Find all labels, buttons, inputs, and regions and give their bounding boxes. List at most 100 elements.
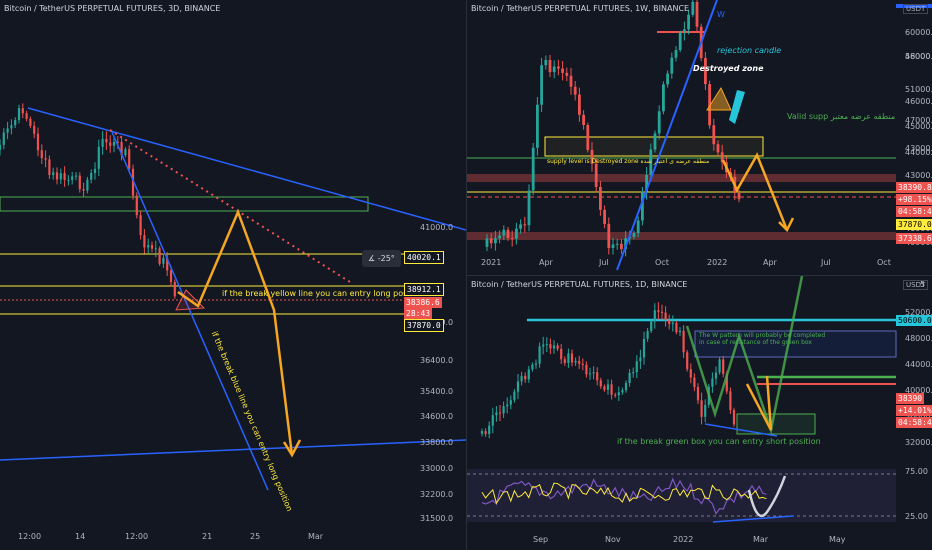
- br-yaxis-label: 44000.0: [905, 360, 932, 369]
- tr-candle: [582, 114, 585, 126]
- br-yaxis-label: 75.00: [905, 467, 928, 476]
- left-xaxis-label: 25: [250, 532, 261, 541]
- bottom-right-chart-panel[interactable]: Bitcoin / TetherUS PERPETUAL FUTURES, 1D…: [467, 276, 932, 550]
- top-right-chart-panel[interactable]: Bitcoin / TetherUS PERPETUAL FUTURES, 1W…: [467, 0, 932, 275]
- br-xaxis-label: May: [829, 535, 846, 544]
- br-candle: [552, 345, 556, 349]
- br-candle: [527, 369, 530, 380]
- br-candle: [567, 353, 570, 363]
- left-candle: [139, 215, 142, 236]
- tr-candle: [704, 58, 707, 85]
- left-yaxis-label: 33000.0: [420, 464, 454, 473]
- br-candle: [700, 400, 703, 417]
- tr-candle: [615, 243, 619, 245]
- tr-price-tag-1: 38390.8: [896, 182, 932, 193]
- tr-candle: [687, 14, 690, 30]
- br-candle: [725, 373, 728, 392]
- left-candle: [93, 168, 97, 173]
- top-right-currency-badge[interactable]: USDT: [903, 4, 929, 14]
- br-candle: [693, 377, 696, 388]
- angle-tool-box[interactable]: ∡ -25°: [362, 250, 401, 267]
- br-rsi-ma-line: [481, 482, 767, 505]
- left-price-tag-3-time: 28:43: [404, 308, 433, 319]
- left-candle: [6, 128, 9, 133]
- tr-blue-trendline: [616, 0, 718, 271]
- left-candle: [33, 125, 36, 134]
- left-candle: [105, 138, 108, 143]
- tr-candle: [494, 238, 497, 244]
- br-candle: [542, 344, 545, 347]
- tr-candle: [716, 144, 720, 153]
- left-candle: [90, 172, 93, 180]
- bottom-right-chart-title: Bitcoin / TetherUS PERPETUAL FUTURES, 1D…: [471, 280, 688, 289]
- br-candle: [509, 400, 512, 405]
- left-dotted-trendline: [109, 129, 351, 283]
- top-right-chart-canvas[interactable]: [467, 0, 932, 275]
- green-box-annotation: if the break green box you can entry sho…: [617, 437, 821, 446]
- tr-candle: [708, 84, 711, 126]
- tr-candle: [695, 1, 699, 27]
- br-yaxis-label: 52000.0: [905, 308, 932, 317]
- tr-red-zone-2: [467, 232, 896, 240]
- tr-candle: [552, 66, 556, 73]
- left-price-tag-3: 38386.6: [404, 297, 442, 308]
- left-price-tag-4: 37870.0: [404, 319, 444, 332]
- br-yaxis-label: 36000.0: [905, 412, 932, 421]
- br-yaxis-label: 40000.0: [905, 386, 932, 395]
- br-yaxis-label: 25.00: [905, 512, 928, 521]
- tr-price-tag-1-time: 04:58:43: [896, 206, 932, 217]
- tr-xaxis-label: Jul: [821, 258, 831, 267]
- tr-candle: [611, 244, 615, 248]
- bottom-right-chart-canvas[interactable]: [467, 276, 932, 550]
- br-candle: [498, 412, 502, 414]
- left-yaxis-label: 36400.0: [420, 356, 454, 365]
- tr-candle: [678, 32, 682, 51]
- tr-candle: [666, 73, 669, 85]
- tr-candle: [737, 193, 741, 200]
- br-candle: [506, 404, 509, 407]
- left-candle: [116, 141, 119, 143]
- tr-candle: [586, 125, 590, 150]
- tr-candle: [573, 86, 577, 95]
- br-candle: [581, 363, 584, 365]
- tr-candle: [498, 235, 501, 239]
- left-chart-title: Bitcoin / TetherUS PERPETUAL FUTURES, 3D…: [4, 4, 221, 13]
- tr-yaxis-label: 43000.0: [905, 144, 932, 153]
- tr-candle: [544, 59, 548, 66]
- left-candle: [169, 270, 173, 283]
- br-candle: [664, 312, 667, 321]
- br-candle: [628, 372, 631, 383]
- br-candle: [578, 360, 581, 364]
- left-candle: [48, 159, 51, 175]
- bottom-right-currency-badge[interactable]: USDT: [903, 280, 929, 290]
- br-candle: [495, 412, 498, 416]
- tr-candle: [485, 238, 489, 247]
- br-candle: [488, 425, 491, 435]
- tr-candle: [489, 238, 493, 244]
- tr-yaxis-label: 43000.0: [905, 171, 932, 180]
- supply-destroyed-annotation: supply level is Destroyed zone منطقه عرض…: [547, 158, 710, 165]
- br-xaxis-label: Mar: [753, 535, 769, 544]
- left-candle: [97, 146, 100, 169]
- valid-supply-annotation: Valid supp منطقه عرضه معتبر: [787, 112, 896, 121]
- top-right-chart-title: Bitcoin / TetherUS PERPETUAL FUTURES, 1W…: [471, 4, 690, 13]
- left-xaxis-label: 21: [202, 532, 213, 541]
- br-candle: [596, 372, 599, 381]
- left-candle: [78, 175, 81, 190]
- left-chart-canvas[interactable]: [0, 0, 466, 550]
- left-candle: [25, 113, 28, 119]
- br-candle: [624, 382, 628, 391]
- tr-yaxis-label: 48000.0: [905, 52, 932, 61]
- left-candle: [17, 108, 21, 121]
- br-price-tag-2-time: 04:58:43: [896, 417, 932, 428]
- br-candle: [714, 372, 718, 379]
- left-chart-panel[interactable]: Bitcoin / TetherUS PERPETUAL FUTURES, 3D…: [0, 0, 466, 550]
- panel-separator-vertical[interactable]: [466, 0, 467, 550]
- tr-candle: [720, 152, 724, 163]
- left-candle: [82, 189, 85, 191]
- br-candle: [610, 384, 613, 395]
- panel-separator-horizontal[interactable]: [467, 275, 932, 276]
- br-rsi-line: [481, 477, 767, 515]
- br-support-trendline: [704, 423, 778, 437]
- br-w-pattern-box: [694, 330, 897, 358]
